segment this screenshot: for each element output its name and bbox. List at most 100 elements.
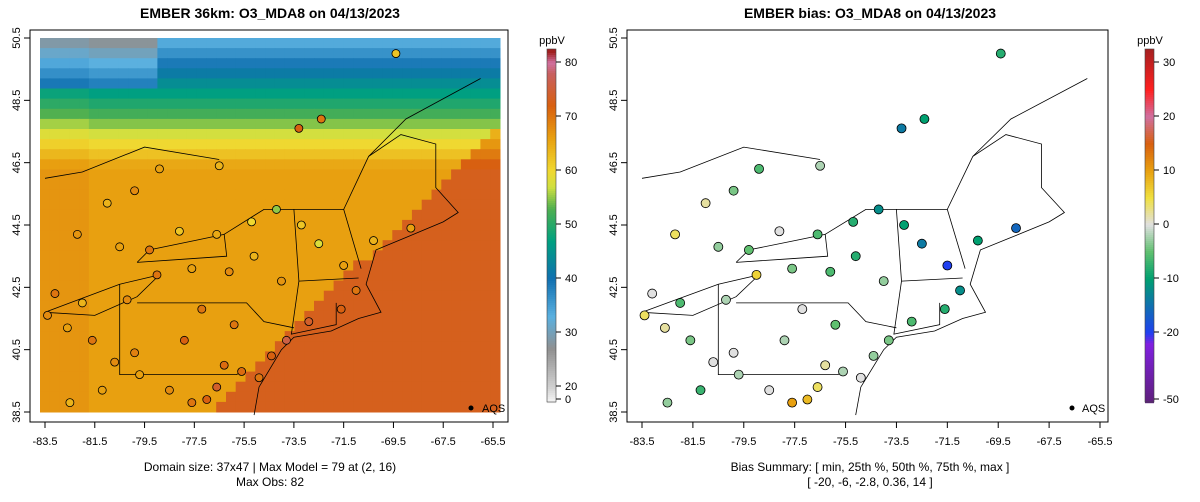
grid-cell [216,401,227,413]
station-obs-marker [197,304,207,314]
grid-cell [353,381,364,393]
grid-cell [470,250,481,261]
bias-markers [639,48,1021,408]
station-obs-marker [294,123,304,133]
grid-cell [353,129,364,140]
grid-cell [392,58,403,69]
grid-cell [235,179,246,191]
grid-cell [216,68,227,79]
grid-cell [451,159,462,170]
grid-cell [363,118,374,130]
grid-cell [490,371,501,383]
grid-cell [128,341,139,352]
colorbar-swatch [1145,331,1154,334]
station-bias-marker [812,229,823,240]
grid-cell [343,68,354,79]
grid-cell [88,270,100,282]
colorbar-swatch [547,373,556,376]
grid-cell [451,179,462,191]
grid-cell [274,260,286,271]
grid-cell [40,401,51,413]
station-obs-marker [97,385,107,395]
grid-cell [441,219,452,231]
grid-cell [451,341,462,352]
grid-cell [206,391,217,403]
grid-cell [255,250,266,261]
y-tick-label: 44.5 [11,214,23,235]
grid-cell [186,159,198,170]
grid-cell [441,401,452,413]
grid-cell [304,230,315,241]
colorbar-swatch [1145,337,1154,340]
colorbar-swatch [1145,91,1154,94]
grid-cell [196,371,207,383]
grid-cell [147,300,158,312]
grid-cell [343,250,354,261]
grid-cell [69,169,80,180]
grid-cell [363,381,374,393]
grid-cell [157,169,168,180]
grid-cell [88,98,100,110]
grid-cell [49,280,61,292]
grid-cell [314,391,325,403]
grid-cell [333,250,344,261]
grid-cell [40,290,51,302]
grid-cell [480,88,491,100]
station-obs-marker [152,270,162,280]
colorbar-swatch [1145,113,1154,116]
station-bias-marker [728,185,739,196]
grid-cell [490,159,501,170]
grid-cell [245,159,256,170]
grid-cell [323,58,335,69]
grid-cell [255,260,266,271]
grid-cell [196,88,207,100]
colorbar-swatch [1145,305,1154,308]
colorbar-swatch [547,137,556,140]
grid-cell [167,260,178,271]
colorbar-tick-label: -50 [1163,394,1179,406]
grid-cell [343,48,354,59]
grid-cell [88,149,100,160]
grid-cell [372,139,384,150]
grid-cell [118,118,129,130]
grid-cell [274,250,286,261]
grid-cell [323,331,335,342]
boundary-line [893,209,941,335]
grid-cell [157,48,168,59]
grid-cell [441,351,452,362]
grid-cell [451,98,462,110]
grid-cell [372,361,384,373]
station-obs-marker [296,220,306,230]
grid-cell [304,270,315,282]
grid-cell [118,38,129,49]
grid-cell [49,78,61,89]
colorbar-swatch [547,125,556,128]
grid-cell [137,139,149,150]
colorbar-swatch [1145,85,1154,88]
colorbar-swatch [1145,191,1154,194]
colorbar-swatch [547,279,556,282]
grid-cell [69,58,80,69]
colorbar-swatch [1145,79,1154,82]
grid-cell [402,159,413,170]
grid-cell [392,139,403,150]
grid-cell [353,371,364,383]
colorbar-swatch [1145,201,1154,204]
grid-cell [304,68,315,79]
grid-cell [128,139,139,150]
grid-cell [323,290,335,302]
station-bias-marker [916,238,927,249]
grid-cell [196,179,207,191]
grid-cell [363,139,374,150]
colorbar-tick-label: 70 [565,111,577,123]
boundary-line [901,277,963,282]
colorbar-swatch [547,375,556,378]
grid-cell [460,189,472,201]
grid-cell [49,98,61,110]
grid-cell [88,88,100,100]
grid-cell [157,209,168,221]
grid-cell [470,280,481,292]
grid-cell [186,209,198,221]
grid-cell [88,391,100,403]
grid-cell [372,169,384,180]
